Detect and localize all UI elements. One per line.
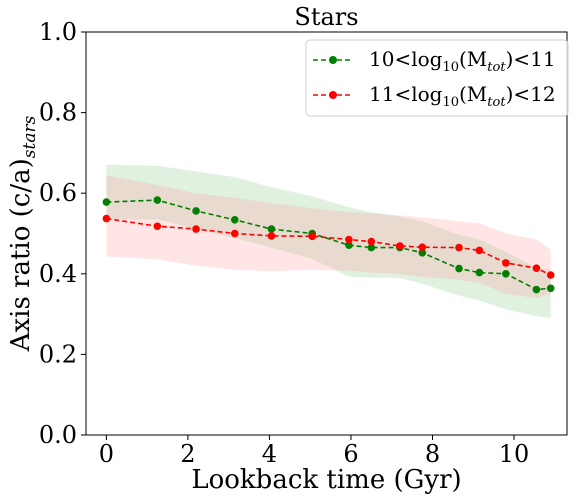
legend-marker <box>329 56 337 64</box>
data-point <box>102 214 111 223</box>
data-point <box>230 229 239 238</box>
data-point <box>345 235 353 244</box>
data-point <box>502 259 510 267</box>
data-point <box>192 207 200 215</box>
data-point <box>546 271 555 279</box>
y-tick-label: 0.4 <box>39 260 77 288</box>
data-point <box>546 284 555 293</box>
data-point <box>230 215 239 224</box>
data-point <box>475 268 484 277</box>
data-point <box>455 243 463 252</box>
data-point <box>532 264 541 272</box>
y-axis-title-main: Axis ratio (c/a) <box>6 158 36 352</box>
x-tick-label: 10 <box>499 440 530 468</box>
y-tick-label: 1.0 <box>39 18 77 46</box>
y-tick-label: 0.2 <box>39 340 77 368</box>
legend: 10<log10(Mtot)<11 11<log10(Mtot)<12 <box>305 39 569 117</box>
data-point <box>502 270 510 278</box>
data-point <box>345 241 353 249</box>
data-point <box>153 222 162 231</box>
data-point <box>267 232 276 240</box>
band-1 <box>106 175 551 298</box>
data-point <box>532 285 541 294</box>
data-point <box>102 198 111 206</box>
confidence-bands <box>106 164 551 319</box>
x-tick-label: 8 <box>425 440 440 468</box>
y-axis-ticks: 0.0 0.2 0.4 0.6 0.8 1.0 <box>39 18 86 449</box>
y-tick-label: 0.6 <box>39 179 77 207</box>
legend-box <box>305 39 569 117</box>
legend-entry: 10<log10(Mtot)<11 <box>313 47 556 75</box>
series-points <box>102 196 555 294</box>
data-point <box>455 264 463 273</box>
series-line-0 <box>106 199 551 291</box>
y-tick-label: 0.0 <box>39 421 77 449</box>
data-point <box>267 225 276 233</box>
data-point <box>475 246 484 255</box>
x-tick-label: 0 <box>99 440 114 468</box>
data-point <box>153 196 162 204</box>
x-tick-label: 6 <box>343 440 358 468</box>
legend-entry: 11<log10(Mtot)<12 <box>313 82 556 110</box>
y-tick-label: 0.8 <box>39 99 77 127</box>
legend-label: 11<log10(Mtot)<12 <box>369 82 556 110</box>
x-axis-title: Lookback time (Gyr) <box>191 465 461 495</box>
data-point <box>418 243 427 252</box>
data-point <box>308 232 317 241</box>
y-axis-title: Axis ratio (c/a)stars <box>6 115 40 352</box>
x-tick-label: 4 <box>262 440 277 468</box>
data-point <box>192 225 200 233</box>
x-axis-ticks: 0 2 4 6 8 10 <box>99 435 530 468</box>
y-axis-title-subscript: stars <box>20 115 40 158</box>
x-tick-label: 2 <box>180 440 195 468</box>
data-point <box>396 242 404 250</box>
plot-area-frame <box>85 31 568 436</box>
data-point <box>367 237 376 246</box>
data-point <box>418 249 427 257</box>
legend-marker <box>329 91 337 99</box>
band-0 <box>106 164 551 319</box>
data-point <box>367 243 376 252</box>
legend-label: 10<log10(Mtot)<11 <box>369 47 556 75</box>
chart-title: Stars <box>294 3 358 31</box>
